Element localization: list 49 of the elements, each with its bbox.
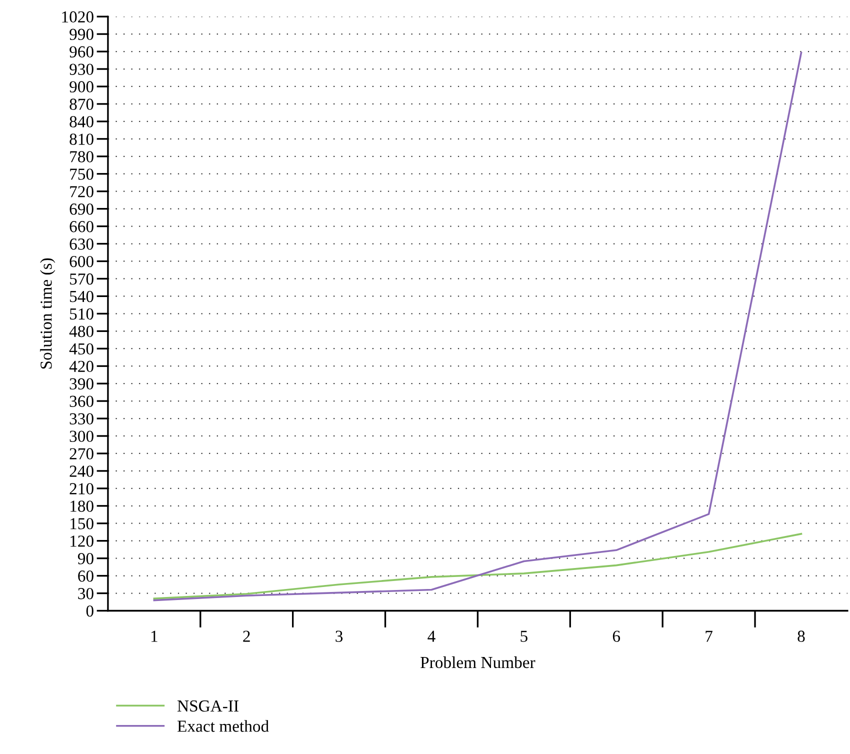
y-tick-label: 480 [69,326,94,338]
y-tick-label: 90 [78,553,94,564]
y-tick-label: 180 [70,500,94,512]
line-series [153,52,802,602]
y-tick-label: 1020 [62,11,94,23]
y-tick-label: 360 [70,396,94,407]
y-tick-label: 30 [78,588,94,600]
y-tick-label: 930 [70,64,94,75]
y-tick-label: 300 [70,430,94,442]
y-axis-title: Solution time (s) [40,258,56,369]
x-tick-label: 2 [243,630,250,642]
x-tick-label: 5 [520,630,528,642]
x-tick-label: 6 [612,630,620,642]
y-tick-label: 210 [70,483,94,494]
legend-label: NSGA-II [177,700,238,712]
y-tick-label: 750 [70,168,94,180]
line-series [153,532,802,600]
y-tick-label: 0 [86,605,94,617]
y-tick-label: 570 [70,273,94,285]
y-tick-label: 330 [70,413,94,424]
y-tick-label: 990 [70,28,94,40]
y-tick-label: 120 [70,536,94,547]
y-tick-label: 720 [70,186,94,198]
x-tick-label: 3 [336,630,343,642]
x-tick-label: 7 [706,630,712,642]
y-tick-label: 690 [70,204,94,215]
y-tick-label: 420 [69,360,94,372]
y-tick-label: 540 [70,290,94,302]
x-axis-title: Problem Number [420,656,536,668]
y-tick-label: 780 [70,151,94,162]
y-tick-label: 870 [70,98,94,110]
y-tick-label: 60 [78,570,94,582]
y-tick-label: 390 [70,378,94,390]
x-tick-label: 4 [428,630,436,642]
y-tick-label: 840 [70,116,94,128]
y-tick-label: 600 [70,256,94,268]
y-tick-label: 900 [70,81,94,92]
x-tick-label: 1 [151,630,158,642]
x-tick-label: 8 [798,630,805,642]
y-tick-label: 450 [69,343,94,355]
y-tick-label: 150 [70,518,94,530]
y-tick-label: 660 [70,220,94,232]
y-tick-label: 960 [70,46,94,58]
y-tick-label: 510 [70,308,94,320]
legend-label: Exact method [177,720,269,732]
y-tick-label: 240 [70,466,94,477]
y-tick-label: 630 [70,238,94,250]
y-tick-label: 810 [70,134,94,145]
y-tick-label: 270 [70,448,94,460]
